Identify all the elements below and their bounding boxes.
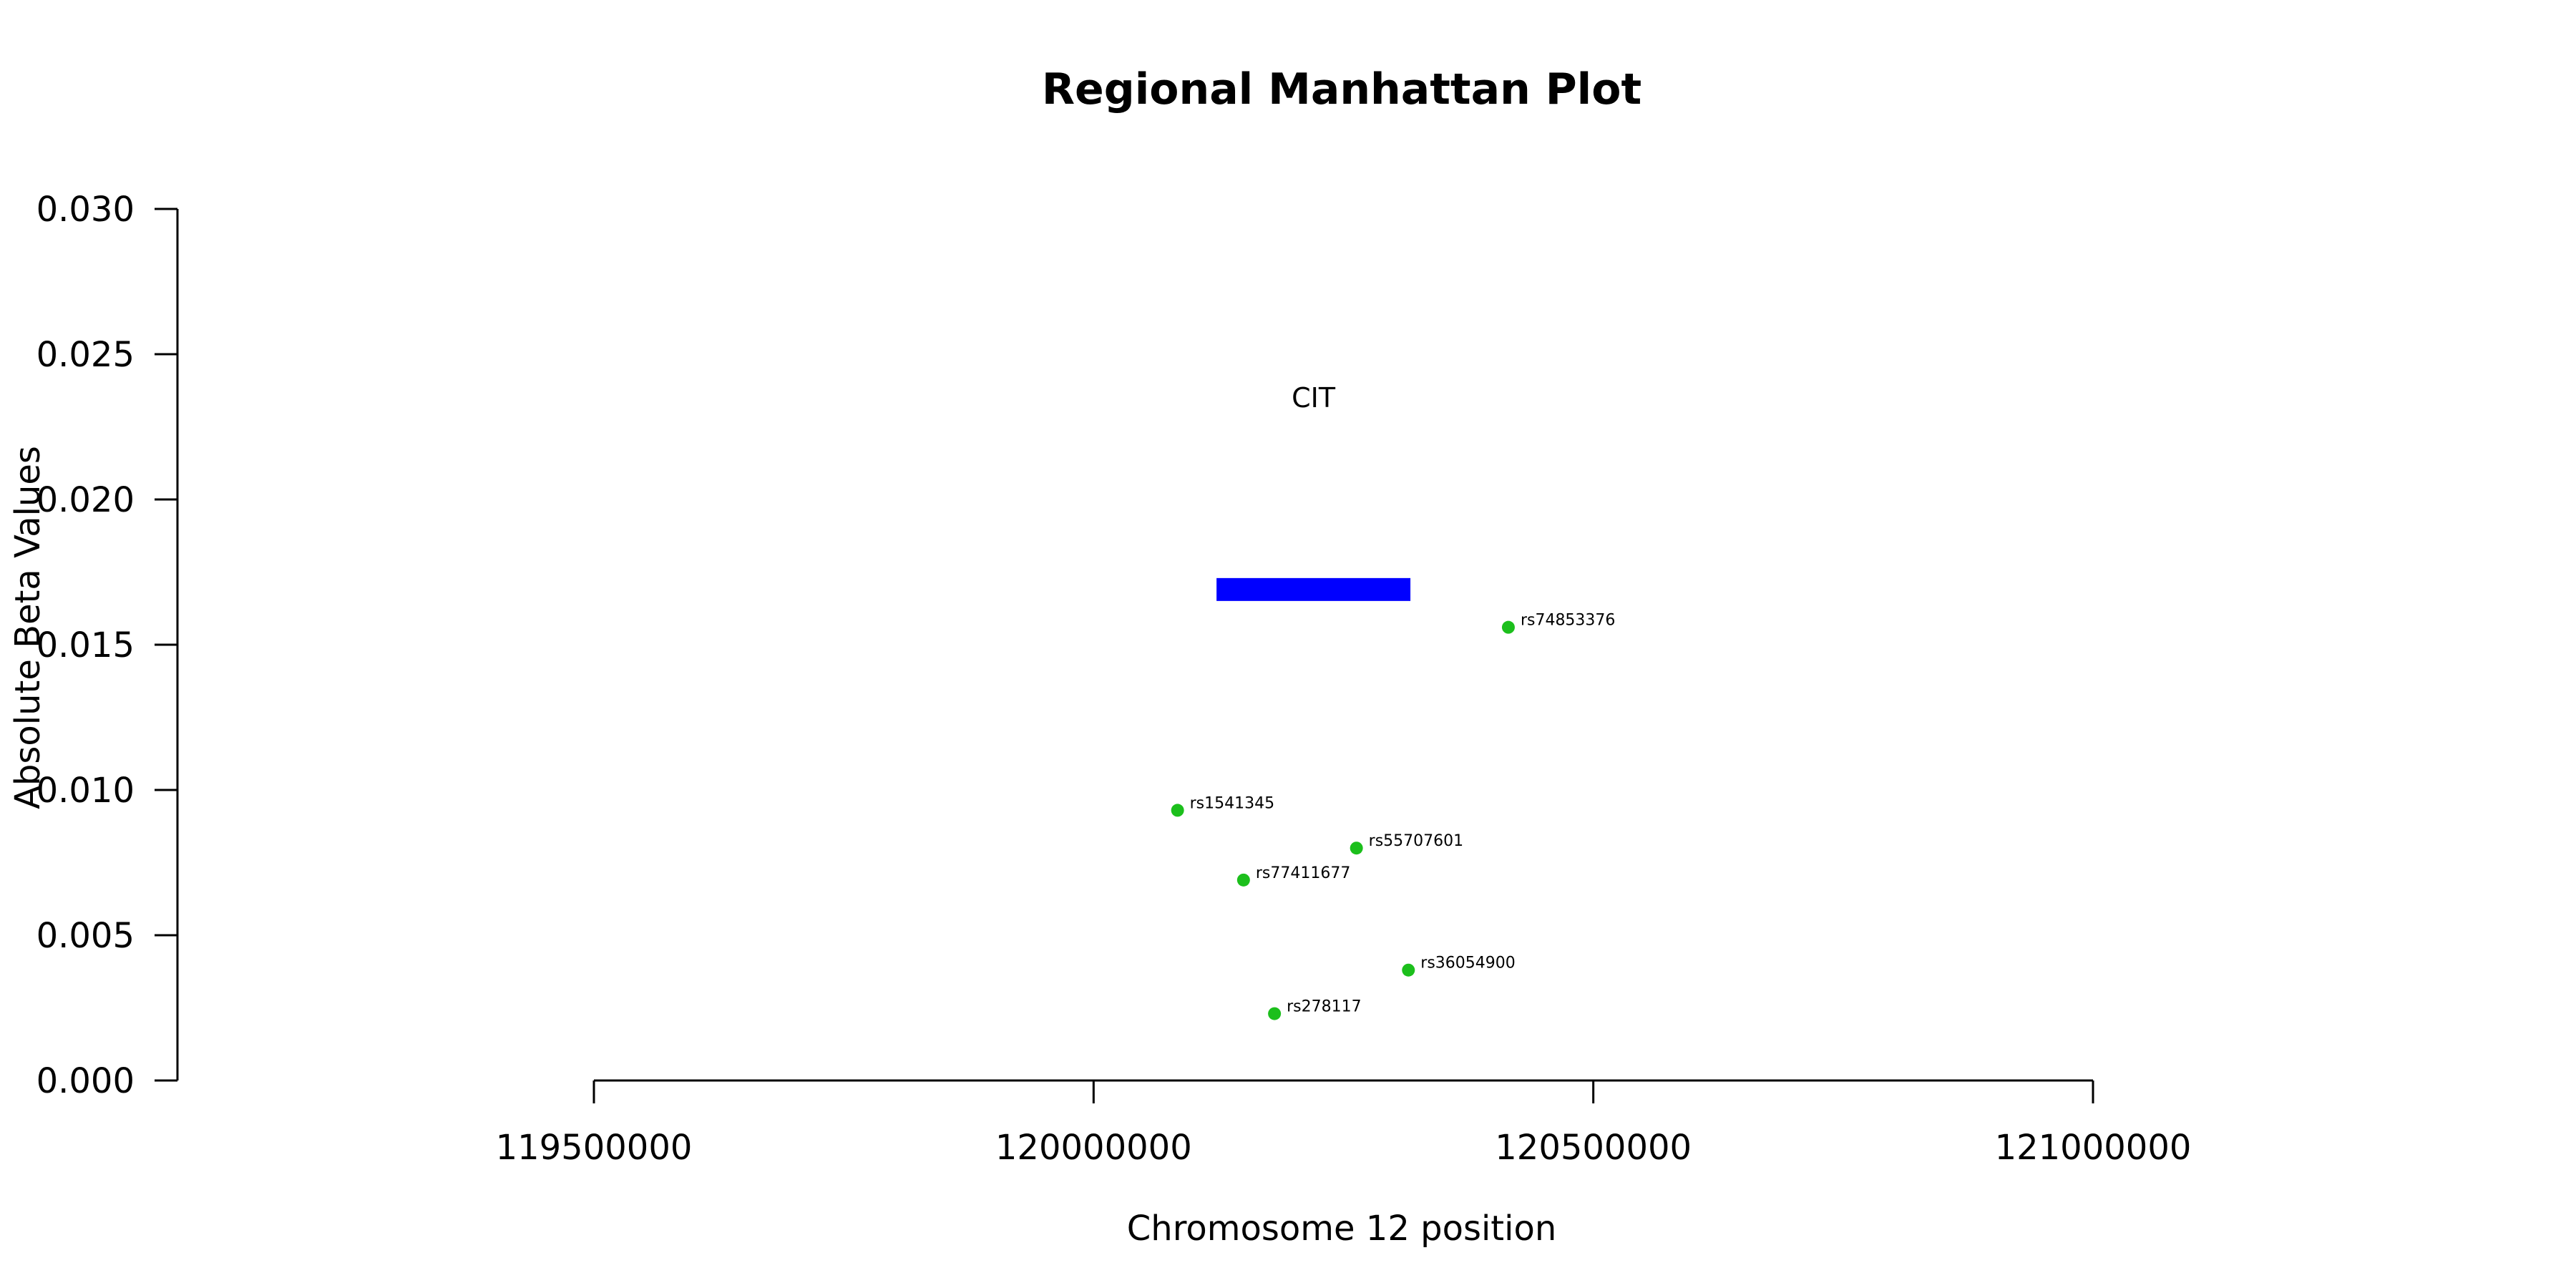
gene-label: CIT [1292,382,1336,414]
x-tick-label: 120500000 [1495,1128,1692,1168]
snp-label: rs278117 [1287,998,1362,1016]
x-axis-label: Chromosome 12 position [1127,1209,1557,1249]
gene-bar [1216,577,1411,601]
y-tick-label: 0.015 [36,625,135,665]
snp-label: rs1541345 [1190,794,1275,812]
snp-point [1350,841,1363,855]
x-tick-label: 119500000 [496,1128,693,1168]
y-tick-label: 0.030 [36,190,135,230]
gene-track: CIT [1216,382,1411,601]
snp-label: rs74853376 [1521,612,1615,630]
snp-point [1236,873,1250,887]
x-tick-label: 121000000 [1995,1128,2192,1168]
y-axis: 0.000 0.005 0.010 0.015 0.020 0.025 0.030 [36,190,179,1101]
y-tick-label: 0.005 [36,916,135,956]
snp-label: rs36054900 [1420,955,1515,972]
snp-point [1171,804,1184,817]
y-tick-label: 0.020 [36,480,135,520]
snp-point [1268,1007,1282,1020]
x-tick-label: 120000000 [995,1128,1192,1168]
x-axis: 119500000 120000000 120500000 121000000 [496,1079,2192,1168]
snp-label: rs77411677 [1256,864,1350,882]
snp-points: rs74853376 rs1541345 rs55707601 rs77411677 r… [1171,612,1615,1020]
chart-title: Regional Manhattan Plot [1042,64,1641,114]
y-tick-label: 0.025 [36,335,135,375]
snp-point [1501,620,1515,634]
snp-label: rs55707601 [1369,832,1463,850]
y-tick-label: 0.010 [36,771,135,811]
y-axis-label: Absolute Beta Values [8,446,48,809]
y-tick-label: 0.000 [36,1061,135,1101]
snp-point [1402,963,1415,977]
